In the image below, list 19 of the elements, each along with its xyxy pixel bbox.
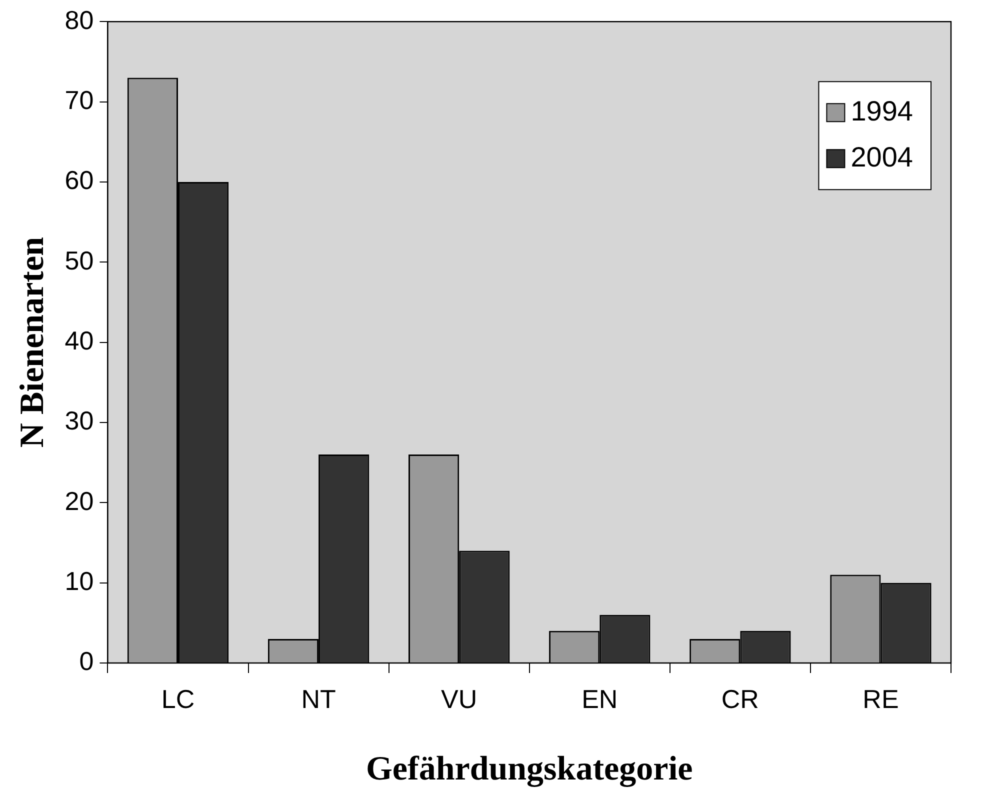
y-axis-title: N Bienenarten: [14, 236, 52, 448]
x-tick-label: EN: [582, 684, 618, 714]
x-tick-label: VU: [441, 684, 478, 714]
y-tick-label: 20: [64, 486, 94, 516]
y-tick-label: 10: [64, 566, 94, 596]
y-tick-label: 80: [64, 4, 94, 35]
legend-label: 2004: [850, 141, 914, 172]
x-tick-label: RE: [862, 684, 899, 714]
x-tick-label: LC: [161, 684, 195, 714]
x-tick-label: CR: [721, 684, 759, 714]
y-tick-label: 60: [64, 165, 94, 196]
legend-label: 1994: [850, 95, 914, 126]
x-tick-label: NT: [301, 684, 336, 714]
y-tick-label: 30: [64, 406, 94, 436]
y-tick-label: 70: [64, 84, 94, 115]
y-tick-label: 40: [64, 325, 94, 356]
y-tick-label: 0: [79, 646, 94, 676]
x-axis-title: Gefährdungskategorie: [366, 750, 693, 788]
y-tick-label: 50: [64, 245, 94, 276]
